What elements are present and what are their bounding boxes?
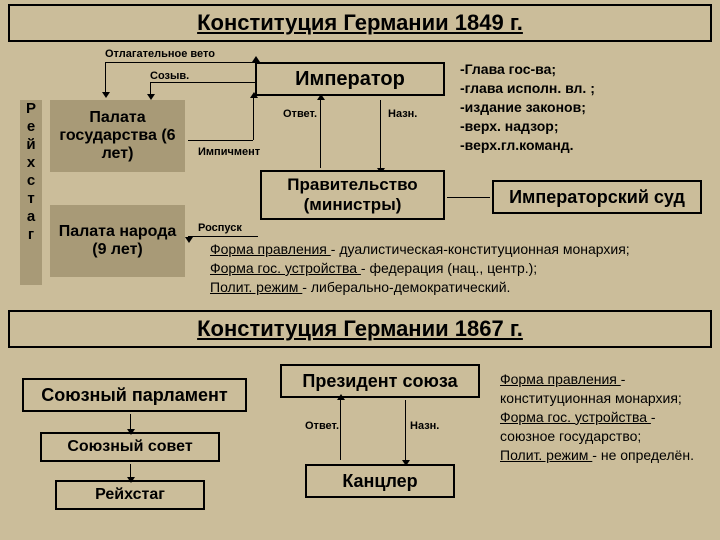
summary-value: - федерация (нац., центр.);	[361, 260, 537, 276]
summary-value: - не определён.	[592, 447, 694, 463]
vert-letter: т	[20, 190, 42, 208]
government-box: Правительство (министры)	[260, 170, 445, 220]
court-label: Императорский суд	[509, 187, 685, 208]
vert-letter: Р	[20, 100, 42, 118]
arrow-line	[130, 464, 131, 477]
emperor-label: Император	[295, 68, 405, 91]
union-parliament: Союзный парламент	[22, 378, 247, 412]
president-box: Президент союза	[280, 364, 480, 398]
vertical-reichstag: Р е й х с т а г	[20, 100, 42, 285]
summary-1867: Форма правления - конституционная монарх…	[500, 370, 714, 464]
arrow-line	[320, 100, 321, 168]
appoint-label-1867: Назн.	[410, 420, 439, 432]
chamber-people: Палата народа (9 лет)	[50, 205, 185, 277]
title-1867: Конституция Германии 1867 г.	[8, 310, 712, 348]
arrow-line	[188, 236, 189, 237]
arrow-line	[105, 62, 255, 63]
chancellor-label: Канцлер	[342, 471, 417, 492]
chancellor-box: Канцлер	[305, 464, 455, 498]
title-1849: Конституция Германии 1849 г.	[8, 4, 712, 42]
vert-letter: г	[20, 226, 42, 244]
emperor-powers: -Глава гос-ва; -глава исполн. вл. ; -изд…	[460, 60, 690, 154]
summary-value: - либерально-демократический.	[302, 279, 510, 295]
chamber-state-label: Палата государства (6 лет)	[52, 109, 183, 163]
impeachment-label: Импичмент	[198, 146, 260, 158]
arrow-line	[188, 236, 258, 237]
answer-label-1849: Ответ.	[283, 108, 317, 120]
arrow-line	[188, 140, 253, 141]
answer-label-1867: Ответ.	[305, 420, 339, 432]
union-council: Союзный совет	[40, 432, 220, 462]
summary-label: Полит. режим	[500, 447, 592, 463]
power-line: -верх. надзор;	[460, 117, 690, 136]
vert-letter: а	[20, 208, 42, 226]
arrow-line	[405, 400, 406, 460]
arrow-line	[150, 82, 151, 94]
veto-label: Отлагательное вето	[105, 48, 215, 60]
union-parliament-label: Союзный парламент	[41, 385, 228, 406]
vert-letter: е	[20, 118, 42, 136]
arrow-line	[130, 414, 131, 429]
chamber-people-label: Палата народа (9 лет)	[52, 223, 183, 259]
summary-label: Полит. режим	[210, 279, 302, 295]
arrow-line	[447, 197, 490, 198]
summary-label: Форма гос. устройства	[500, 409, 651, 425]
summary-1849: Форма правления - дуалистическая-констит…	[210, 240, 710, 297]
vert-letter: й	[20, 136, 42, 154]
power-line: -Глава гос-ва;	[460, 60, 690, 79]
arrow-line	[253, 98, 254, 140]
reichstag-label: Рейхстаг	[95, 486, 165, 504]
dissolve-label: Роспуск	[198, 222, 242, 234]
power-line: -издание законов;	[460, 98, 690, 117]
vert-letter: х	[20, 154, 42, 172]
court-box: Императорский суд	[492, 180, 702, 214]
arrow-line	[150, 82, 255, 83]
summary-label: Форма правления	[210, 241, 331, 257]
appoint-label-1849: Назн.	[388, 108, 417, 120]
emperor-box: Император	[255, 62, 445, 96]
reichstag-box: Рейхстаг	[55, 480, 205, 510]
convene-label: Созыв.	[150, 70, 189, 82]
arrow-line	[340, 400, 341, 460]
power-line: -верх.гл.команд.	[460, 136, 690, 155]
summary-value: - дуалистическая-конституционная монархи…	[331, 241, 630, 257]
summary-label: Форма гос. устройства	[210, 260, 361, 276]
arrow-line	[380, 100, 381, 168]
government-label: Правительство (министры)	[264, 175, 441, 215]
vert-letter: с	[20, 172, 42, 190]
summary-label: Форма правления	[500, 371, 621, 387]
union-council-label: Союзный совет	[67, 438, 192, 456]
arrow-line	[105, 62, 106, 92]
president-label: Президент союза	[302, 371, 457, 392]
power-line: -глава исполн. вл. ;	[460, 79, 690, 98]
chamber-state: Палата государства (6 лет)	[50, 100, 185, 172]
